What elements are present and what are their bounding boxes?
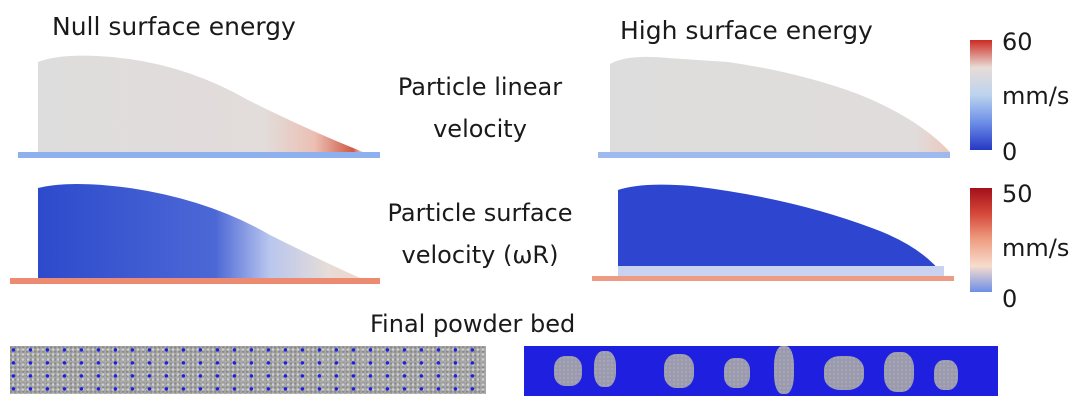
colorbar-unit-label: mm/s [1002, 82, 1070, 110]
gray-particle-cluster [724, 358, 750, 388]
substrate-layer [18, 152, 380, 158]
substrate-layer [10, 278, 380, 284]
header-high-surface-energy: High surface energy [620, 16, 873, 45]
panel-null-linear-velocity [18, 55, 380, 158]
substrate-layer [592, 276, 954, 281]
row-label-line1: Particle linear [397, 73, 563, 101]
panel-null-surface-velocity [10, 184, 380, 284]
powder-bed-null-surface-energy [10, 346, 486, 394]
row-label-surface-velocity: Particle surface velocity (ωR) [350, 196, 610, 272]
row-label-linear-velocity: Particle linear velocity [350, 70, 610, 146]
colorbar-unit-label: mm/s [1002, 234, 1070, 262]
gray-particle-cluster [934, 360, 958, 390]
colorbar-min-label: 0 [1002, 138, 1018, 166]
panel-high-linear-velocity [598, 56, 950, 158]
gray-particle-cluster [774, 346, 794, 394]
gray-particle-cluster [594, 351, 616, 387]
particle-pile [610, 56, 950, 152]
gray-particle-cluster [554, 356, 582, 386]
colorbar-surface-velocity [970, 188, 992, 292]
gray-particle-cluster [824, 356, 864, 390]
colorbar-max-label: 50 [1002, 180, 1033, 208]
particle-pile [38, 55, 363, 152]
row-label-line2: velocity (ωR) [401, 241, 559, 269]
colorbar-linear-velocity [970, 40, 992, 150]
gray-particle-cluster [664, 354, 694, 388]
row-label-line1: Particle surface [387, 199, 573, 227]
gray-particle-cluster [884, 352, 914, 392]
panel-high-surface-velocity [592, 184, 954, 281]
powder-bed-high-surface-energy [524, 346, 998, 396]
header-null-surface-energy: Null surface energy [52, 12, 296, 41]
colorbar-max-label: 60 [1002, 28, 1033, 56]
substrate-layer [598, 152, 950, 158]
row-label-line2: velocity [433, 115, 527, 143]
colorbar-min-label: 0 [1002, 285, 1018, 313]
final-powder-bed-label: Final powder bed [370, 310, 576, 338]
bottom-slow-layer [618, 266, 944, 276]
particle-pile [618, 184, 944, 276]
particle-pile [38, 184, 360, 278]
